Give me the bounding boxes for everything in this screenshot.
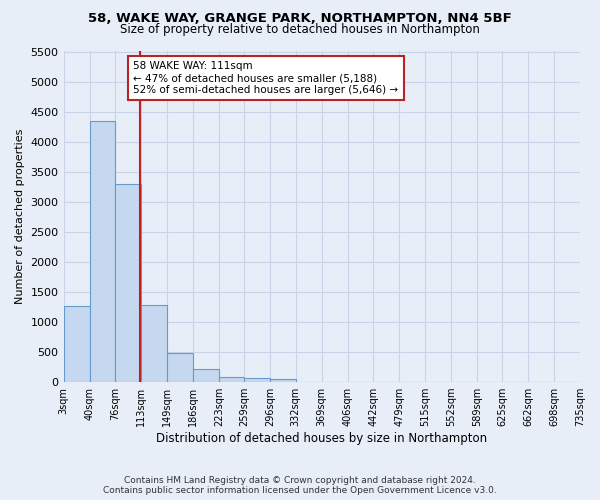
Bar xyxy=(141,305,167,382)
Y-axis label: Number of detached properties: Number of detached properties xyxy=(15,129,25,304)
Text: Size of property relative to detached houses in Northampton: Size of property relative to detached ho… xyxy=(120,22,480,36)
Bar xyxy=(270,379,296,382)
Text: 58 WAKE WAY: 111sqm
← 47% of detached houses are smaller (5,188)
52% of semi-det: 58 WAKE WAY: 111sqm ← 47% of detached ho… xyxy=(133,62,398,94)
X-axis label: Distribution of detached houses by size in Northampton: Distribution of detached houses by size … xyxy=(156,432,487,445)
Text: 58, WAKE WAY, GRANGE PARK, NORTHAMPTON, NN4 5BF: 58, WAKE WAY, GRANGE PARK, NORTHAMPTON, … xyxy=(88,12,512,26)
Bar xyxy=(115,184,141,382)
Bar xyxy=(64,306,89,382)
Text: Contains HM Land Registry data © Crown copyright and database right 2024.
Contai: Contains HM Land Registry data © Crown c… xyxy=(103,476,497,495)
Bar xyxy=(89,121,115,382)
Bar xyxy=(193,369,219,382)
Bar xyxy=(244,378,270,382)
Bar xyxy=(167,352,193,382)
Bar xyxy=(219,376,244,382)
